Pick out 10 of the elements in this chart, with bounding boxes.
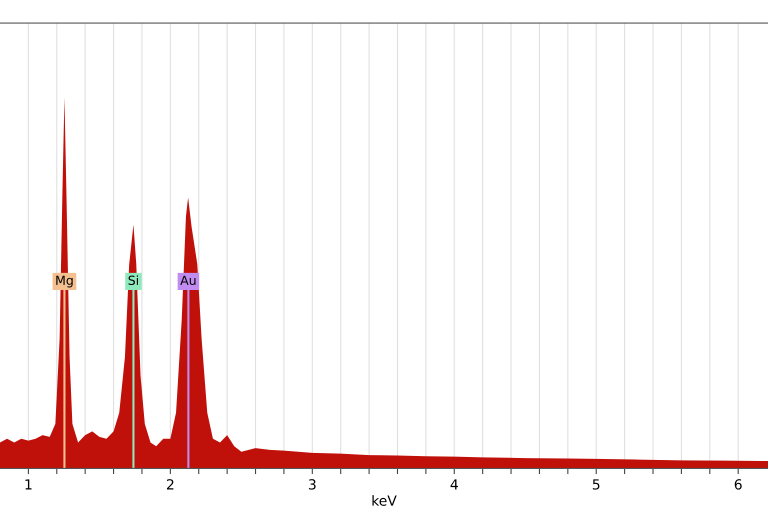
ref-line-label: Au — [180, 276, 196, 286]
x-tick-label: 4 — [450, 479, 458, 490]
x-tick-label: 2 — [166, 479, 174, 490]
ref-line-label: Si — [128, 275, 138, 286]
x-tick-label: 5 — [592, 479, 600, 490]
x-tick-label: 1 — [26, 479, 32, 490]
x-tick-label: 3 — [308, 479, 316, 490]
ref-line-label: Mg — [56, 276, 73, 288]
x-tick-label: 6 — [734, 479, 742, 490]
x-axis-title: keV — [372, 495, 397, 506]
